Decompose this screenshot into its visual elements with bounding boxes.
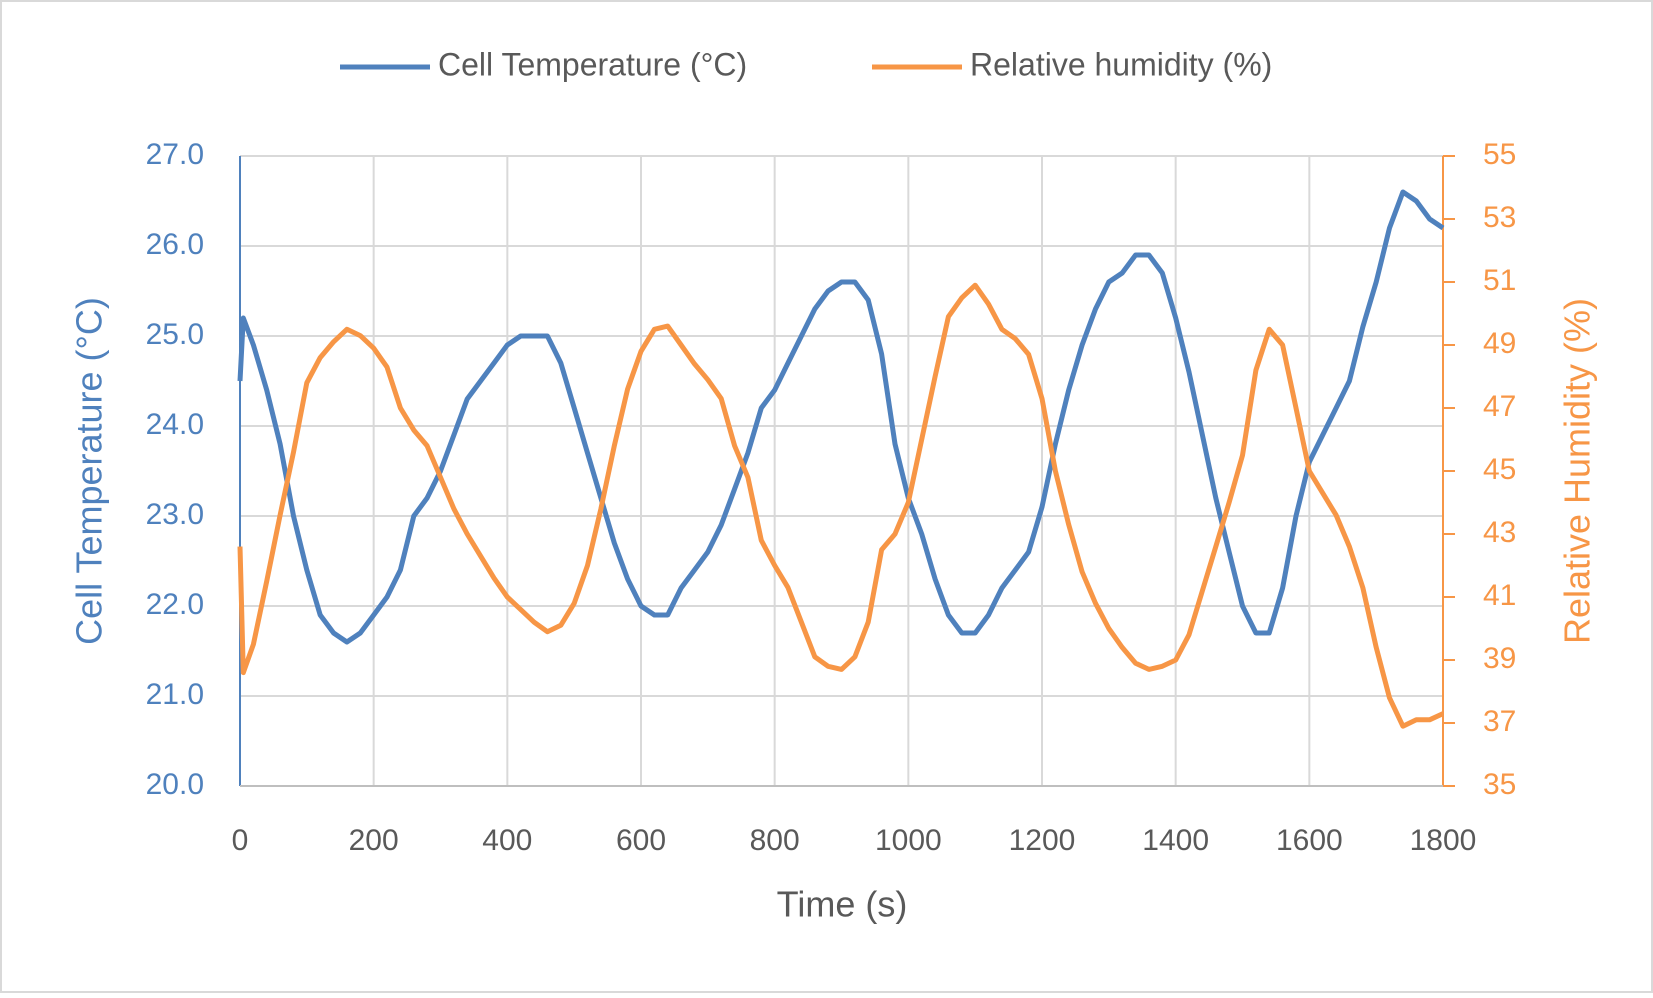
y2-tick-label: 51 — [1483, 264, 1516, 297]
x-tick-label: 1000 — [875, 824, 942, 857]
y2-tick-label: 53 — [1483, 201, 1516, 234]
x-axis-title: Time (s) — [777, 884, 908, 925]
x-tick-label: 1200 — [1009, 824, 1076, 857]
y2-tick-label: 41 — [1483, 579, 1516, 612]
y-tick-label: 22.0 — [146, 588, 204, 621]
y-tick-label: 20.0 — [146, 768, 204, 801]
y-tick-label: 21.0 — [146, 678, 204, 711]
y2-axis-title: Relative Humidity (%) — [1557, 298, 1598, 644]
y-axis-title: Cell Temperature (°C) — [69, 297, 110, 645]
y-tick-label: 27.0 — [146, 138, 204, 171]
y2-tick-label: 43 — [1483, 516, 1516, 549]
x-tick-label: 800 — [750, 824, 800, 857]
series-line — [237, 189, 1445, 645]
y2-tick-label: 35 — [1483, 768, 1516, 801]
legend-label: Cell Temperature (°C) — [438, 46, 747, 82]
x-tick-label: 0 — [232, 824, 249, 857]
y2-tick-label: 45 — [1483, 453, 1516, 486]
x-tick-label: 1400 — [1142, 824, 1209, 857]
legend-label: Relative humidity (%) — [970, 46, 1272, 82]
y-tick-label: 23.0 — [146, 498, 204, 531]
x-tick-label: 1800 — [1410, 824, 1477, 857]
x-tick-label: 600 — [616, 824, 666, 857]
y2-tick-label: 39 — [1483, 642, 1516, 675]
x-tick-label: 200 — [349, 824, 399, 857]
x-tick-label: 400 — [482, 824, 532, 857]
y2-tick-label: 49 — [1483, 327, 1516, 360]
y-tick-label: 24.0 — [146, 408, 204, 441]
y-tick-label: 26.0 — [146, 228, 204, 261]
y2-tick-label: 47 — [1483, 390, 1516, 423]
x-tick-label: 1600 — [1276, 824, 1343, 857]
y2-tick-label: 37 — [1483, 705, 1516, 738]
y-tick-label: 25.0 — [146, 318, 204, 351]
y2-tick-label: 55 — [1483, 138, 1516, 171]
series-line — [237, 282, 1445, 729]
